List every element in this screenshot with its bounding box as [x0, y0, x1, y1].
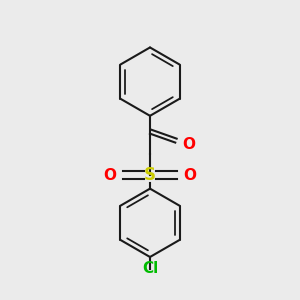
Text: O: O — [183, 136, 196, 152]
Text: S: S — [144, 166, 156, 184]
Text: O: O — [183, 168, 196, 183]
Text: Cl: Cl — [142, 261, 158, 276]
Text: O: O — [104, 168, 117, 183]
